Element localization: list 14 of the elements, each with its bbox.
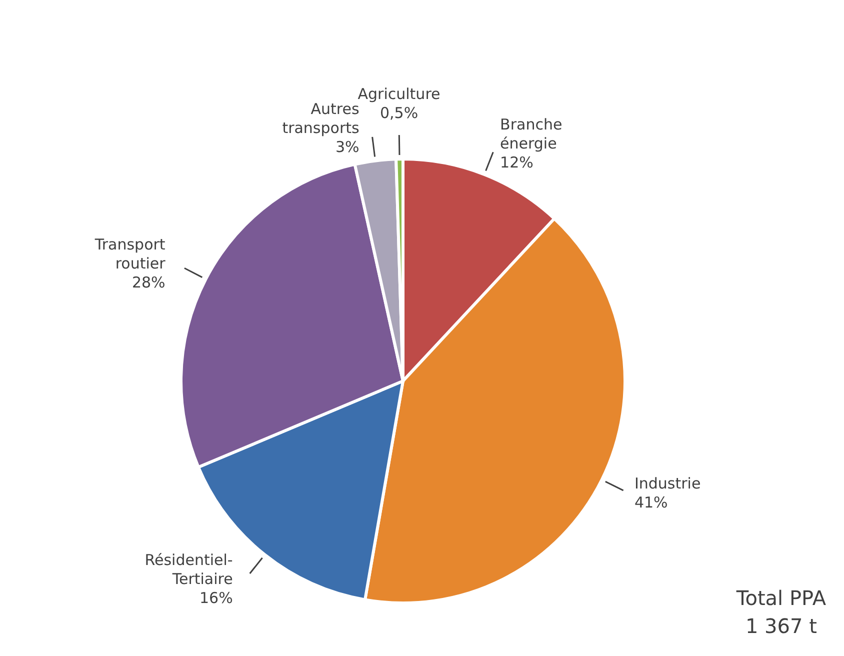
slice-label: Résidentiel-Tertiaire: [144, 550, 233, 588]
text: 1 367 t: [744, 613, 818, 640]
data-label: 12%: [500, 154, 534, 172]
data-label: 3%: [336, 138, 360, 156]
text: Total PPA: [736, 585, 826, 612]
data-label: 0,5%: [380, 104, 418, 122]
slice-label: Agriculture: [358, 85, 440, 104]
data-label: 16%: [200, 588, 233, 607]
slice-label: Industrie: [634, 474, 701, 493]
slice-label: Autres transports: [282, 100, 360, 138]
data-label: 41%: [634, 494, 668, 512]
slice-label: Branche énergie: [500, 116, 562, 153]
slice-label: Transport routier: [94, 236, 166, 273]
data-label: 28%: [132, 274, 166, 292]
